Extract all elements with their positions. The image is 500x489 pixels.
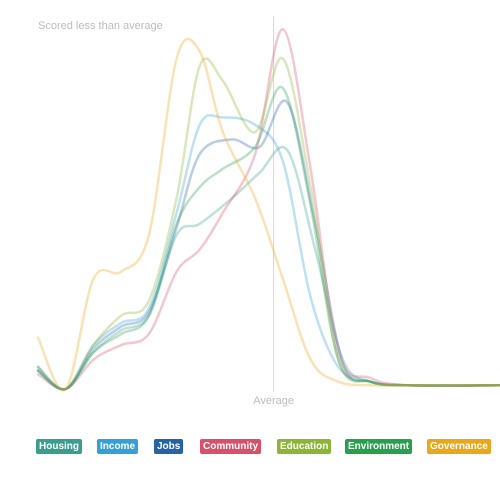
series-line-community — [36, 28, 500, 391]
legend-item-environment[interactable]: Environment — [345, 439, 413, 454]
series-line-environment — [36, 85, 500, 391]
legend-item-community[interactable]: Community — [200, 439, 261, 454]
legend-item-governance[interactable]: Governance — [427, 439, 491, 454]
series-line-housing — [36, 146, 500, 391]
density-chart: Scored less than average Average — [36, 16, 500, 407]
series-line-education — [36, 57, 500, 391]
series-line-income — [36, 113, 500, 391]
legend-item-housing[interactable]: Housing — [36, 439, 82, 454]
legend-item-jobs[interactable]: Jobs — [154, 439, 184, 454]
legend: Housing Income Jobs Community Education Envir… — [36, 439, 496, 455]
legend-item-income[interactable]: Income — [97, 439, 139, 454]
scored-less-than-average-label: Scored less than average — [38, 20, 163, 32]
series-line-governance — [36, 37, 500, 392]
series-layer — [36, 28, 500, 392]
legend-item-education[interactable]: Education — [277, 439, 332, 454]
average-label: Average — [253, 395, 294, 407]
series-line-jobs — [36, 99, 500, 391]
